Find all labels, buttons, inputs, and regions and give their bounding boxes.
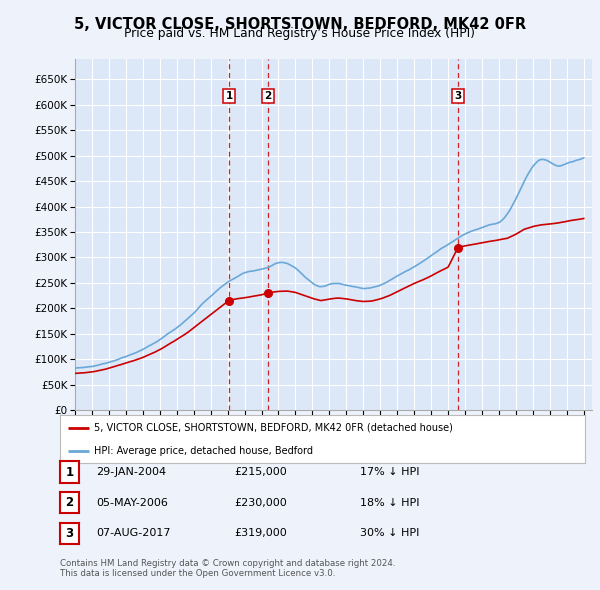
Text: Contains HM Land Registry data © Crown copyright and database right 2024.: Contains HM Land Registry data © Crown c…: [60, 559, 395, 568]
Text: £319,000: £319,000: [234, 529, 287, 538]
Text: HPI: Average price, detached house, Bedford: HPI: Average price, detached house, Bedf…: [94, 446, 313, 456]
Text: 2: 2: [264, 91, 271, 101]
Text: £215,000: £215,000: [234, 467, 287, 477]
Text: 3: 3: [454, 91, 461, 101]
Text: Price paid vs. HM Land Registry’s House Price Index (HPI): Price paid vs. HM Land Registry’s House …: [125, 27, 476, 40]
Text: 5, VICTOR CLOSE, SHORTSTOWN, BEDFORD, MK42 0FR: 5, VICTOR CLOSE, SHORTSTOWN, BEDFORD, MK…: [74, 17, 526, 31]
Text: 05-MAY-2006: 05-MAY-2006: [96, 498, 168, 507]
Text: 07-AUG-2017: 07-AUG-2017: [96, 529, 170, 538]
Text: 1: 1: [226, 91, 233, 101]
Text: 2: 2: [65, 496, 74, 509]
Text: 30% ↓ HPI: 30% ↓ HPI: [360, 529, 419, 538]
Text: 29-JAN-2004: 29-JAN-2004: [96, 467, 166, 477]
Text: 17% ↓ HPI: 17% ↓ HPI: [360, 467, 419, 477]
Text: 5, VICTOR CLOSE, SHORTSTOWN, BEDFORD, MK42 0FR (detached house): 5, VICTOR CLOSE, SHORTSTOWN, BEDFORD, MK…: [94, 423, 453, 433]
Text: 3: 3: [65, 527, 74, 540]
Text: 1: 1: [65, 466, 74, 478]
Text: 18% ↓ HPI: 18% ↓ HPI: [360, 498, 419, 507]
Text: This data is licensed under the Open Government Licence v3.0.: This data is licensed under the Open Gov…: [60, 569, 335, 578]
Text: £230,000: £230,000: [234, 498, 287, 507]
